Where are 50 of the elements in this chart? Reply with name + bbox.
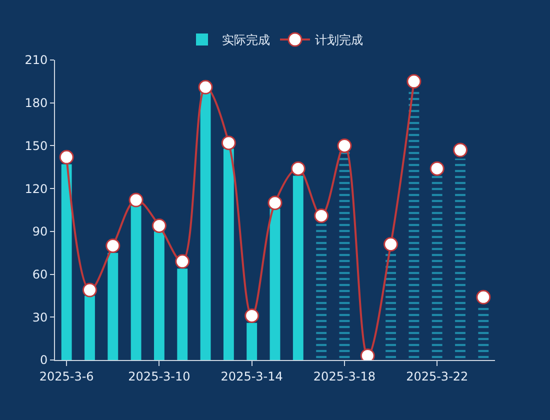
y-tick-label: 90 — [32, 224, 48, 239]
point — [430, 161, 444, 176]
bar — [84, 296, 95, 360]
point — [128, 192, 144, 208]
point — [384, 237, 398, 252]
point — [106, 238, 120, 253]
bar — [200, 91, 211, 360]
point — [221, 136, 236, 150]
y-tick-label: 0 — [40, 353, 48, 368]
x-tick-label: 2025-3-14 — [220, 369, 283, 384]
y-tick-label: 150 — [24, 138, 48, 153]
bar — [130, 206, 142, 360]
bar — [432, 176, 442, 360]
point — [337, 138, 352, 153]
bar — [246, 322, 258, 360]
point — [290, 161, 306, 176]
point — [268, 196, 282, 210]
x-tick-label: 2025-3-10 — [128, 369, 190, 384]
bar — [177, 268, 188, 360]
bar — [108, 252, 118, 360]
y-tick-label: 180 — [24, 96, 48, 110]
bar — [339, 150, 350, 360]
point — [314, 208, 329, 223]
point — [175, 254, 190, 269]
x-tick-label: 2025-3-6 — [39, 369, 94, 384]
bar — [292, 176, 304, 360]
y-tick-label: 210 — [24, 53, 48, 68]
point — [198, 80, 213, 94]
point — [59, 150, 74, 164]
y-tick-label: 30 — [32, 310, 48, 324]
point — [82, 282, 97, 298]
bar — [478, 307, 489, 360]
bar — [386, 252, 396, 360]
point — [453, 142, 468, 158]
legend-label: 计划完成 — [315, 33, 363, 48]
point — [406, 74, 422, 89]
point — [244, 308, 260, 323]
y-tick-label: 120 — [24, 182, 48, 196]
bar — [223, 148, 234, 360]
x-tick-label: 2025-3-18 — [313, 369, 376, 384]
bar — [61, 164, 72, 360]
bar — [270, 208, 280, 360]
legend-label: 实际完成 — [222, 33, 270, 48]
point — [152, 218, 166, 233]
bar — [455, 158, 466, 360]
y-tick-label: 60 — [32, 267, 48, 282]
bar — [316, 222, 327, 360]
bar — [154, 231, 164, 360]
point — [476, 290, 491, 304]
x-tick-label: 2025-3-22 — [406, 369, 468, 384]
